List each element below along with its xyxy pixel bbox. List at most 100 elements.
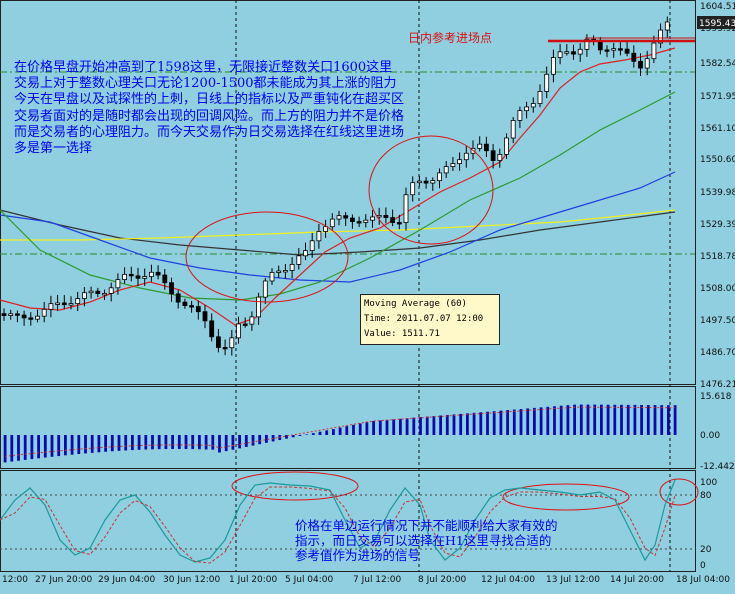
candle[interactable] bbox=[109, 283, 113, 302]
candle[interactable] bbox=[330, 213, 334, 230]
macd-bar bbox=[546, 407, 549, 435]
candle[interactable] bbox=[538, 84, 542, 107]
macd-bar bbox=[640, 405, 643, 435]
candle[interactable] bbox=[129, 267, 133, 282]
candle[interactable] bbox=[357, 217, 361, 227]
candle[interactable] bbox=[250, 311, 254, 330]
candle[interactable] bbox=[76, 292, 80, 311]
candle[interactable] bbox=[190, 301, 194, 313]
candle[interactable] bbox=[424, 177, 428, 189]
macd-bar bbox=[17, 435, 20, 461]
price-tick-label: 1550.60 bbox=[700, 155, 735, 165]
macd-bar bbox=[319, 432, 322, 435]
candle[interactable] bbox=[89, 287, 93, 299]
candle[interactable] bbox=[518, 107, 522, 128]
candle[interactable] bbox=[123, 267, 127, 283]
candle[interactable] bbox=[257, 293, 261, 325]
candle[interactable] bbox=[438, 168, 442, 188]
macd-bar bbox=[258, 435, 261, 444]
candle[interactable] bbox=[618, 42, 622, 55]
candle[interactable] bbox=[417, 176, 421, 187]
candle[interactable] bbox=[270, 268, 274, 285]
candle[interactable] bbox=[149, 265, 153, 282]
candle[interactable] bbox=[297, 248, 301, 270]
candle[interactable] bbox=[324, 220, 328, 238]
candle[interactable] bbox=[565, 44, 569, 55]
candle[interactable] bbox=[49, 296, 53, 317]
candle[interactable] bbox=[9, 310, 13, 320]
candle[interactable] bbox=[659, 24, 663, 49]
candle[interactable] bbox=[451, 157, 455, 171]
candle[interactable] bbox=[572, 45, 576, 60]
candle[interactable] bbox=[558, 44, 562, 64]
candle[interactable] bbox=[350, 214, 354, 228]
candle[interactable] bbox=[2, 308, 6, 321]
candle[interactable] bbox=[531, 97, 535, 112]
candle[interactable] bbox=[317, 224, 321, 249]
candle[interactable] bbox=[216, 329, 220, 352]
candle[interactable] bbox=[223, 339, 227, 355]
candle[interactable] bbox=[196, 301, 200, 320]
candle[interactable] bbox=[22, 311, 26, 326]
candle[interactable] bbox=[62, 295, 66, 309]
candle[interactable] bbox=[243, 317, 247, 327]
time-tick-label: 30 Jun 12:00 bbox=[163, 575, 220, 585]
candle[interactable] bbox=[371, 210, 375, 228]
candle[interactable] bbox=[391, 210, 395, 227]
candle[interactable] bbox=[15, 311, 19, 323]
candle[interactable] bbox=[545, 67, 549, 99]
candle[interactable] bbox=[632, 45, 636, 67]
candle[interactable] bbox=[625, 42, 629, 57]
main-panel[interactable] bbox=[1, 1, 696, 385]
candle[interactable] bbox=[578, 43, 582, 62]
macd-bar bbox=[98, 435, 101, 452]
candle[interactable] bbox=[96, 288, 100, 297]
candle[interactable] bbox=[525, 102, 529, 119]
candle[interactable] bbox=[290, 257, 294, 278]
candle[interactable] bbox=[36, 310, 40, 323]
macd-bar bbox=[573, 405, 576, 435]
macd-bar bbox=[191, 435, 194, 449]
candle[interactable] bbox=[277, 266, 281, 278]
candle[interactable] bbox=[612, 43, 616, 58]
time-tick-label: 14 Jul 20:00 bbox=[610, 575, 664, 585]
candle[interactable] bbox=[404, 188, 408, 231]
candle[interactable] bbox=[605, 45, 609, 57]
candle[interactable] bbox=[431, 177, 435, 190]
candle[interactable] bbox=[237, 317, 241, 344]
candle[interactable] bbox=[337, 211, 341, 225]
candle[interactable] bbox=[551, 50, 555, 83]
macd-bar bbox=[245, 435, 248, 447]
macd-bar bbox=[111, 435, 114, 451]
candle[interactable] bbox=[210, 313, 214, 341]
candle[interactable] bbox=[344, 212, 348, 226]
candle[interactable] bbox=[29, 312, 33, 325]
candle[interactable] bbox=[230, 330, 234, 355]
candle[interactable] bbox=[176, 290, 180, 308]
current-price-label: 1595.43 bbox=[699, 19, 735, 29]
macd-bar bbox=[124, 435, 127, 450]
candle[interactable] bbox=[283, 264, 287, 279]
macd-bar bbox=[4, 435, 7, 462]
macd-bar bbox=[600, 405, 603, 435]
macd-bar bbox=[473, 413, 476, 435]
macd-bar bbox=[31, 435, 34, 459]
candle[interactable] bbox=[364, 214, 368, 227]
candle[interactable] bbox=[156, 265, 160, 279]
candle[interactable] bbox=[665, 16, 669, 37]
stoch-tick-label: 80 bbox=[700, 491, 712, 501]
candle[interactable] bbox=[203, 305, 207, 328]
candle[interactable] bbox=[136, 268, 140, 286]
candle[interactable] bbox=[170, 278, 174, 302]
candle[interactable] bbox=[598, 37, 602, 54]
candle[interactable] bbox=[183, 299, 187, 309]
candle[interactable] bbox=[56, 295, 60, 311]
candle[interactable] bbox=[103, 289, 107, 300]
candle[interactable] bbox=[42, 302, 46, 322]
candle[interactable] bbox=[263, 278, 267, 304]
candle[interactable] bbox=[444, 161, 448, 178]
candle[interactable] bbox=[304, 243, 308, 260]
candle[interactable] bbox=[384, 207, 388, 223]
candle[interactable] bbox=[411, 176, 415, 201]
